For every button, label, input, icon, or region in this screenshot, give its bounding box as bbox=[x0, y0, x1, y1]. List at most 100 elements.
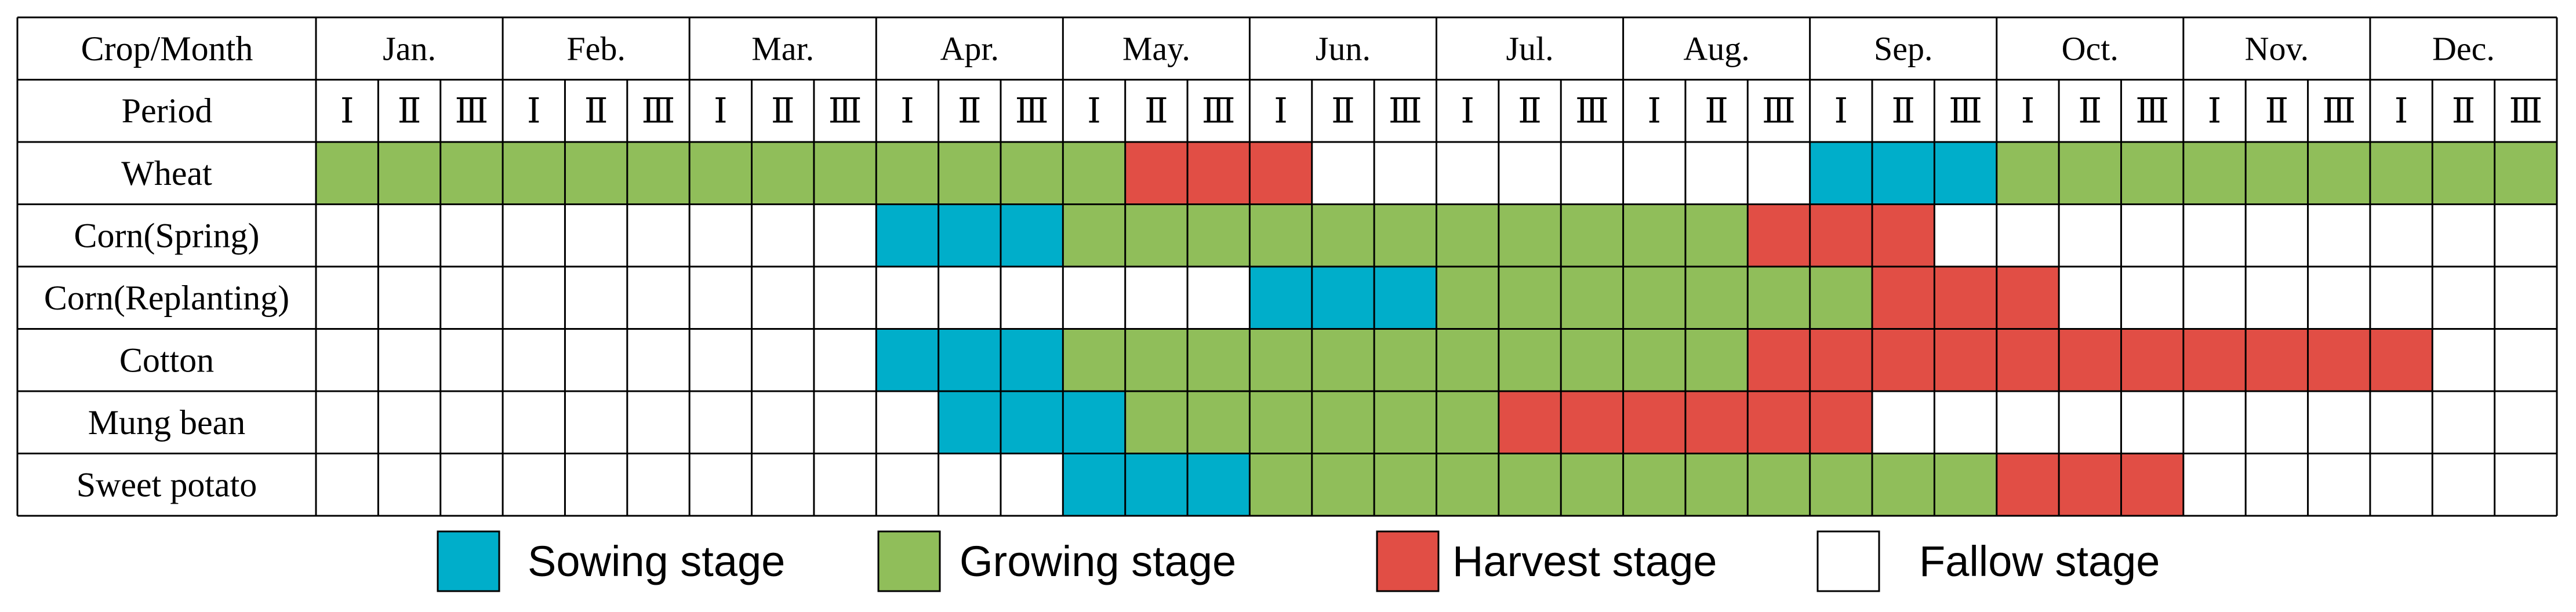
stage-cell bbox=[378, 204, 441, 267]
period-label: Ⅰ bbox=[527, 92, 541, 130]
stage-cell bbox=[876, 329, 939, 391]
period-label: Ⅰ bbox=[714, 92, 728, 130]
stage-cell bbox=[316, 142, 379, 205]
stage-cell bbox=[2121, 391, 2183, 454]
stage-cell bbox=[316, 391, 379, 454]
stage-cell bbox=[2059, 329, 2121, 391]
period-label: Ⅱ bbox=[1145, 92, 1168, 130]
stage-cell bbox=[2494, 267, 2557, 329]
stage-cell bbox=[1249, 453, 1312, 516]
table-labels: Crop/Month Period Jan. Feb. Mar. Apr. May. Ju… bbox=[44, 30, 2542, 504]
stage-cell bbox=[1934, 204, 1997, 267]
stage-cell bbox=[1561, 391, 1623, 454]
stage-cell bbox=[378, 391, 441, 454]
stage-cell bbox=[627, 329, 690, 391]
period-label: Ⅱ bbox=[2452, 92, 2476, 130]
stage-cell bbox=[1810, 329, 1873, 391]
stage-cell bbox=[1249, 329, 1312, 391]
stage-cell bbox=[2246, 142, 2308, 205]
stage-cell bbox=[2059, 391, 2121, 454]
stage-cell bbox=[2494, 204, 2557, 267]
stage-cell bbox=[813, 204, 877, 267]
legend-swatch bbox=[1816, 530, 1880, 592]
stage-cell bbox=[1872, 391, 1935, 454]
period-label: Ⅰ bbox=[1274, 92, 1288, 130]
stage-cell bbox=[1623, 453, 1685, 516]
legend-swatch bbox=[437, 530, 500, 592]
stage-cell bbox=[1436, 391, 1499, 454]
stage-cell bbox=[1187, 453, 1250, 516]
stage-cell bbox=[1685, 391, 1748, 454]
stage-cells bbox=[316, 142, 2557, 516]
stage-cell bbox=[1436, 204, 1499, 267]
stage-cell bbox=[689, 267, 752, 329]
stage-cell bbox=[565, 391, 627, 454]
stage-cell bbox=[2370, 453, 2433, 516]
month-label: Aug. bbox=[1683, 30, 1749, 67]
stage-cell bbox=[1685, 267, 1748, 329]
stage-cell bbox=[751, 391, 814, 454]
stage-cell bbox=[751, 329, 814, 391]
period-label: Ⅲ bbox=[1575, 92, 1609, 130]
stage-cell bbox=[2121, 329, 2183, 391]
stage-cell bbox=[1063, 453, 1125, 516]
stage-cell bbox=[2246, 329, 2308, 391]
stage-cell bbox=[440, 453, 503, 516]
period-label: Ⅲ bbox=[1949, 92, 1982, 130]
stage-cell bbox=[1498, 267, 1561, 329]
period-label: Ⅰ bbox=[900, 92, 914, 130]
month-label: Jul. bbox=[1506, 30, 1553, 67]
legend-swatch bbox=[1376, 530, 1440, 592]
legend-label: Harvest stage bbox=[1452, 537, 1717, 585]
stage-cell bbox=[2121, 142, 2183, 205]
legend-swatch bbox=[877, 530, 941, 592]
stage-cell bbox=[2494, 391, 2557, 454]
stage-cell bbox=[2432, 453, 2495, 516]
stage-cell bbox=[1374, 142, 1437, 205]
stage-cell bbox=[1498, 391, 1561, 454]
stage-cell bbox=[440, 329, 503, 391]
header-crop-month: Crop/Month bbox=[81, 30, 253, 68]
stage-cell bbox=[813, 142, 877, 205]
stage-cell bbox=[1311, 391, 1375, 454]
period-label: Ⅰ bbox=[1460, 92, 1474, 130]
stage-cell bbox=[1747, 142, 1810, 205]
period-label: Ⅱ bbox=[1518, 92, 1542, 130]
stage-cell bbox=[1747, 267, 1810, 329]
stage-cell bbox=[1311, 204, 1375, 267]
stage-cell bbox=[2183, 329, 2246, 391]
stage-cell bbox=[1311, 267, 1375, 329]
stage-cell bbox=[813, 453, 877, 516]
stage-cell bbox=[1685, 329, 1748, 391]
stage-cell bbox=[1561, 453, 1623, 516]
stage-cell bbox=[2370, 267, 2433, 329]
stage-cell bbox=[627, 204, 690, 267]
stage-cell bbox=[2183, 267, 2246, 329]
crop-label: Cotton bbox=[119, 341, 214, 379]
period-label: Ⅰ bbox=[1647, 92, 1661, 130]
period-label: Ⅲ bbox=[642, 92, 675, 130]
stage-cell bbox=[440, 142, 503, 205]
stage-cell bbox=[2370, 204, 2433, 267]
stage-cell bbox=[440, 391, 503, 454]
stage-cell bbox=[503, 391, 565, 454]
stage-cell bbox=[1249, 204, 1312, 267]
stage-cell bbox=[2370, 142, 2433, 205]
stage-cell bbox=[565, 142, 627, 205]
stage-cell bbox=[1498, 204, 1561, 267]
period-label: Ⅱ bbox=[1891, 92, 1915, 130]
stage-cell bbox=[2370, 391, 2433, 454]
stage-cell bbox=[1311, 142, 1375, 205]
legend-label: Fallow stage bbox=[1919, 537, 2160, 585]
stage-cell bbox=[440, 204, 503, 267]
stage-cell bbox=[2370, 329, 2433, 391]
stage-cell bbox=[1249, 391, 1312, 454]
stage-cell bbox=[751, 453, 814, 516]
stage-cell bbox=[813, 329, 877, 391]
period-label: Ⅰ bbox=[2208, 92, 2222, 130]
stage-cell bbox=[1311, 329, 1375, 391]
stage-cell bbox=[1685, 453, 1748, 516]
stage-cell bbox=[1374, 204, 1437, 267]
stage-cell bbox=[1374, 391, 1437, 454]
stage-cell bbox=[1996, 142, 2059, 205]
